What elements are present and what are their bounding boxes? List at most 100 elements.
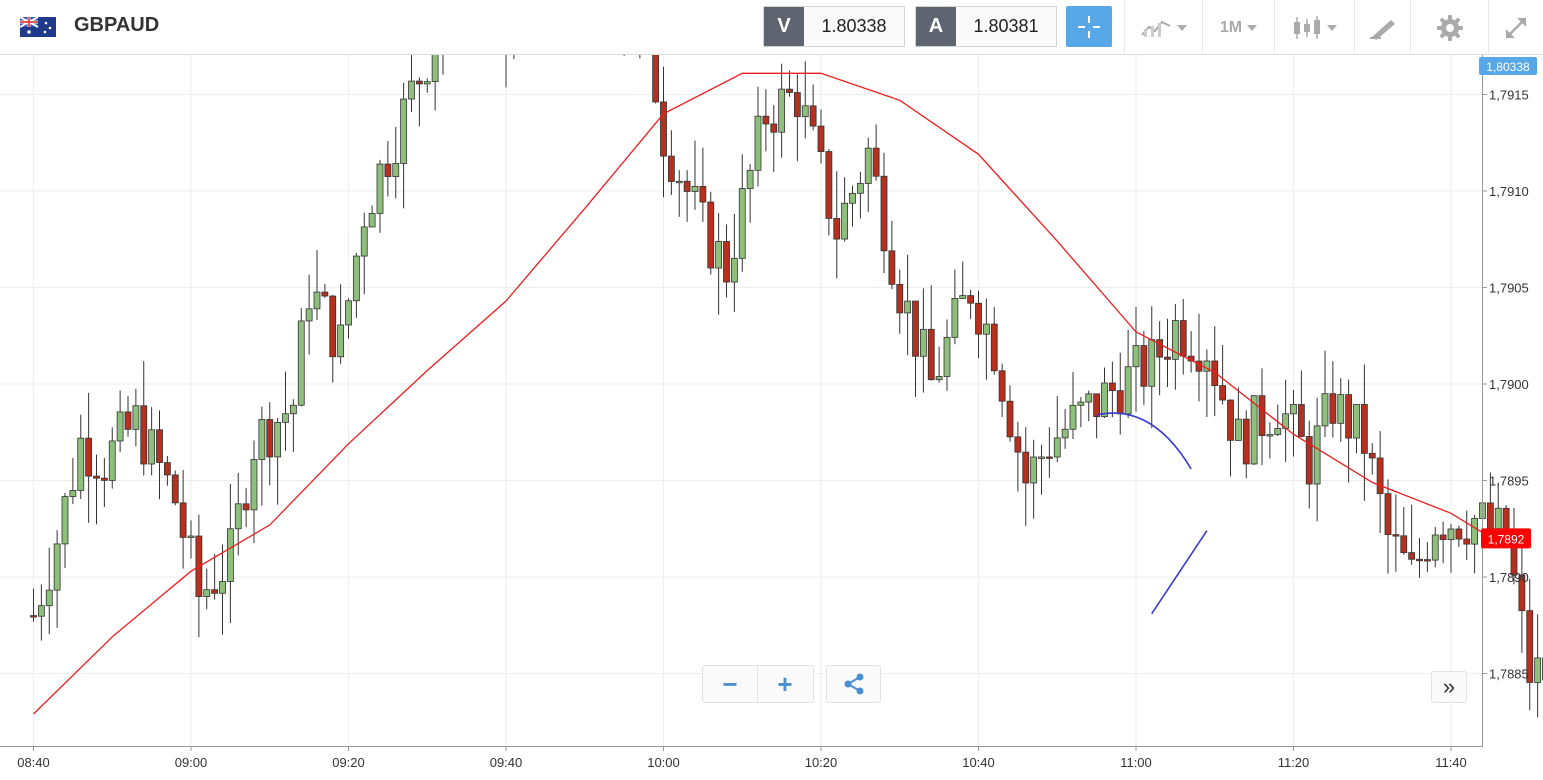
crosshair-icon: [1078, 15, 1100, 38]
candle: [1085, 390, 1093, 422]
candle: [108, 427, 116, 489]
chevron-down-icon: [1177, 24, 1187, 31]
candle: [1455, 525, 1463, 547]
candle: [1234, 387, 1242, 441]
buy-price-box[interactable]: A 1.80381: [915, 6, 1057, 47]
candle: [1274, 404, 1282, 436]
candle: [975, 290, 982, 359]
candle: [329, 295, 337, 383]
candle: [691, 140, 699, 210]
candle-body: [108, 440, 116, 481]
candle-body: [1164, 356, 1171, 360]
zoom-in-button[interactable]: +: [758, 666, 812, 702]
candle: [282, 371, 289, 451]
crosshair-button[interactable]: [1066, 6, 1112, 47]
candle: [1305, 420, 1313, 509]
candle-body: [982, 323, 990, 335]
drawing-tools-button[interactable]: [1354, 0, 1410, 55]
candle: [1463, 510, 1471, 560]
candle: [754, 86, 762, 187]
fullscreen-button[interactable]: [1488, 0, 1543, 55]
price-chart[interactable]: 1,7915 1,7910 1,7905 1,7900 1,7895 1,7890 1,78…: [0, 55, 1543, 780]
candle-body: [723, 241, 730, 283]
candle-body: [384, 163, 392, 177]
candle: [337, 284, 345, 364]
candle: [1030, 439, 1038, 519]
candle: [1282, 379, 1290, 462]
candle-body: [1258, 395, 1266, 437]
candle: [37, 584, 45, 641]
y-tick-label: 1,7915: [1489, 88, 1529, 103]
candle-body: [258, 419, 266, 460]
plus-icon: +: [777, 668, 793, 699]
share-button[interactable]: [826, 665, 881, 703]
candle: [1518, 540, 1526, 653]
candle: [778, 63, 786, 158]
drawing-tools-icon: [1369, 19, 1395, 40]
candle: [770, 105, 778, 173]
candle: [1053, 396, 1061, 463]
x-tick-label: 09:20: [332, 755, 365, 770]
candle: [959, 261, 967, 300]
candle: [116, 390, 124, 453]
candle-body: [738, 188, 746, 259]
sell-price-box[interactable]: V 1.80338: [763, 6, 905, 47]
candle: [935, 346, 943, 383]
candle-body: [1038, 456, 1045, 459]
candle-body: [77, 437, 85, 491]
candle-body: [967, 295, 975, 304]
candle: [660, 66, 667, 198]
candle: [321, 283, 329, 298]
bid-price-tag: [1479, 57, 1537, 75]
buy-tag: A: [916, 7, 956, 46]
candle: [1258, 368, 1266, 466]
scroll-to-latest-button[interactable]: »: [1431, 671, 1467, 703]
candle: [715, 213, 723, 315]
candle-body: [770, 123, 778, 133]
candle-body: [1408, 552, 1416, 560]
candle: [148, 407, 156, 476]
candle: [943, 319, 951, 391]
candle: [1179, 298, 1187, 375]
timeframe-button[interactable]: 1M: [1202, 0, 1274, 55]
candle: [305, 274, 313, 355]
candle: [163, 455, 171, 486]
candle-body: [1534, 657, 1542, 683]
candle-body: [1250, 395, 1258, 465]
candle-body: [1093, 393, 1101, 418]
candle-body: [801, 105, 809, 118]
candle: [1266, 422, 1274, 459]
candle-body: [1313, 425, 1321, 485]
candle: [904, 254, 912, 356]
y-tick-label: 1,7890: [1489, 570, 1529, 585]
indicators-button[interactable]: [1124, 0, 1202, 55]
candle-body: [1132, 345, 1140, 368]
candle-body: [1234, 418, 1242, 441]
y-tick-label: 1,7905: [1489, 281, 1529, 296]
candle: [990, 307, 998, 375]
fullscreen-icon: [1506, 17, 1526, 38]
settings-button[interactable]: [1410, 0, 1488, 55]
chart-type-button[interactable]: [1274, 0, 1354, 55]
candle-body: [93, 475, 100, 479]
candle-body: [990, 323, 998, 372]
candle-body: [171, 474, 179, 504]
candle: [623, 55, 625, 56]
candle-body: [1006, 400, 1014, 438]
candle: [408, 55, 415, 112]
zoom-out-button[interactable]: −: [703, 666, 758, 702]
candle: [368, 205, 376, 228]
candle-body: [423, 81, 431, 85]
candle-body: [85, 437, 93, 477]
candle-body: [148, 429, 156, 465]
price-axis: 1,7915 1,7910 1,7905 1,7900 1,7895 1,7890 1,78…: [1482, 88, 1529, 682]
candle-body: [1431, 534, 1439, 561]
candle-body: [998, 370, 1006, 402]
candle-body: [1069, 404, 1077, 430]
candle: [85, 392, 93, 523]
candle: [376, 159, 384, 233]
candle-body: [1179, 320, 1187, 357]
candle: [400, 82, 408, 209]
candle-body: [1061, 428, 1069, 439]
candle-body: [415, 80, 423, 85]
